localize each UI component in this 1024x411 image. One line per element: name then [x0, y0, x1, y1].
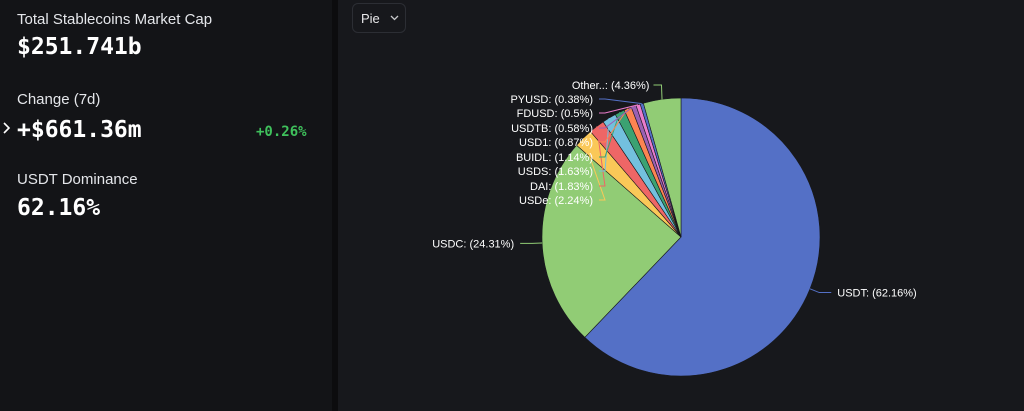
pie-chart: USDT: (62.16%) USDC: (24.31%) USDe: (2.24%… [432, 80, 917, 377]
slice-label: DAI: (1.83%) [530, 181, 593, 193]
change-label: Change (7d) [17, 91, 101, 108]
slice-label: USDS: (1.63%) [518, 166, 593, 178]
change-percent: +0.26% [256, 124, 307, 140]
leader-line [599, 104, 639, 114]
slice-label: USDT: (62.16%) [837, 288, 916, 300]
change-value: +$661.36m [17, 117, 142, 143]
slice-label: FDUSD: (0.5%) [517, 108, 593, 120]
slice-label: Other..: (4.36%) [572, 80, 650, 92]
market-cap-label: Total Stablecoins Market Cap [17, 11, 213, 28]
leader-line [599, 105, 634, 129]
chevron-down-icon [390, 15, 399, 21]
pie-slice[interactable] [584, 97, 821, 377]
slice-label: BUIDL: (1.14%) [516, 152, 593, 164]
slice-label: USDe: (2.24%) [519, 195, 593, 207]
dominance-value: 62.16% [17, 195, 101, 221]
slice-label: USDC: (24.31%) [432, 238, 514, 250]
chart-type-select[interactable]: Pie [352, 3, 406, 33]
leader-line [599, 117, 610, 172]
leader-line [599, 108, 629, 143]
leader-line [653, 84, 663, 100]
slice-label: PYUSD: (0.38%) [510, 94, 593, 106]
market-cap-value: $251.741b [17, 34, 142, 60]
panel-divider [332, 0, 338, 411]
leader-line [599, 98, 642, 105]
dominance-label: USDT Dominance [17, 171, 138, 188]
chevron-right-icon[interactable] [2, 119, 12, 137]
slice-label: USDTB: (0.58%) [511, 123, 593, 135]
leader-line [596, 126, 606, 187]
leader-line [809, 288, 832, 294]
slice-label: USD1: (0.87%) [519, 137, 593, 149]
leader-line [582, 137, 606, 201]
stats-panel: Total Stablecoins Market Cap $251.741b C… [0, 0, 332, 411]
chart-type-selected: Pie [361, 11, 380, 26]
chart-panel: Pie USDT: (62.16%) USDC: (24.31%) USDe: (2… [338, 0, 1024, 411]
